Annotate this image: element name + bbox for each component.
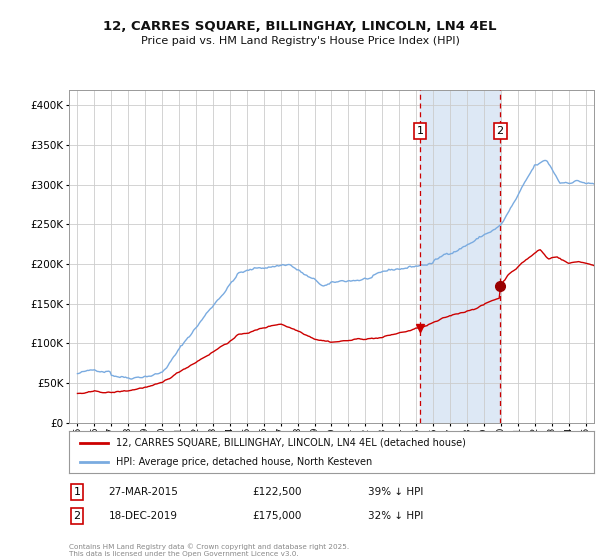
Text: 2: 2 <box>73 511 80 521</box>
Text: 27-MAR-2015: 27-MAR-2015 <box>109 487 178 497</box>
Text: 1: 1 <box>73 487 80 497</box>
Text: 12, CARRES SQUARE, BILLINGHAY, LINCOLN, LN4 4EL: 12, CARRES SQUARE, BILLINGHAY, LINCOLN, … <box>103 20 497 32</box>
Bar <box>420 90 500 423</box>
Text: 1: 1 <box>416 126 424 136</box>
Text: 18-DEC-2019: 18-DEC-2019 <box>109 511 178 521</box>
Text: 32% ↓ HPI: 32% ↓ HPI <box>368 511 424 521</box>
Text: 2: 2 <box>497 126 504 136</box>
Text: 39% ↓ HPI: 39% ↓ HPI <box>368 487 424 497</box>
Text: £175,000: £175,000 <box>253 511 302 521</box>
Text: HPI: Average price, detached house, North Kesteven: HPI: Average price, detached house, Nort… <box>116 457 373 467</box>
Text: 12, CARRES SQUARE, BILLINGHAY, LINCOLN, LN4 4EL (detached house): 12, CARRES SQUARE, BILLINGHAY, LINCOLN, … <box>116 437 466 447</box>
Text: Price paid vs. HM Land Registry's House Price Index (HPI): Price paid vs. HM Land Registry's House … <box>140 36 460 46</box>
Text: £122,500: £122,500 <box>253 487 302 497</box>
Text: Contains HM Land Registry data © Crown copyright and database right 2025.
This d: Contains HM Land Registry data © Crown c… <box>69 544 349 557</box>
